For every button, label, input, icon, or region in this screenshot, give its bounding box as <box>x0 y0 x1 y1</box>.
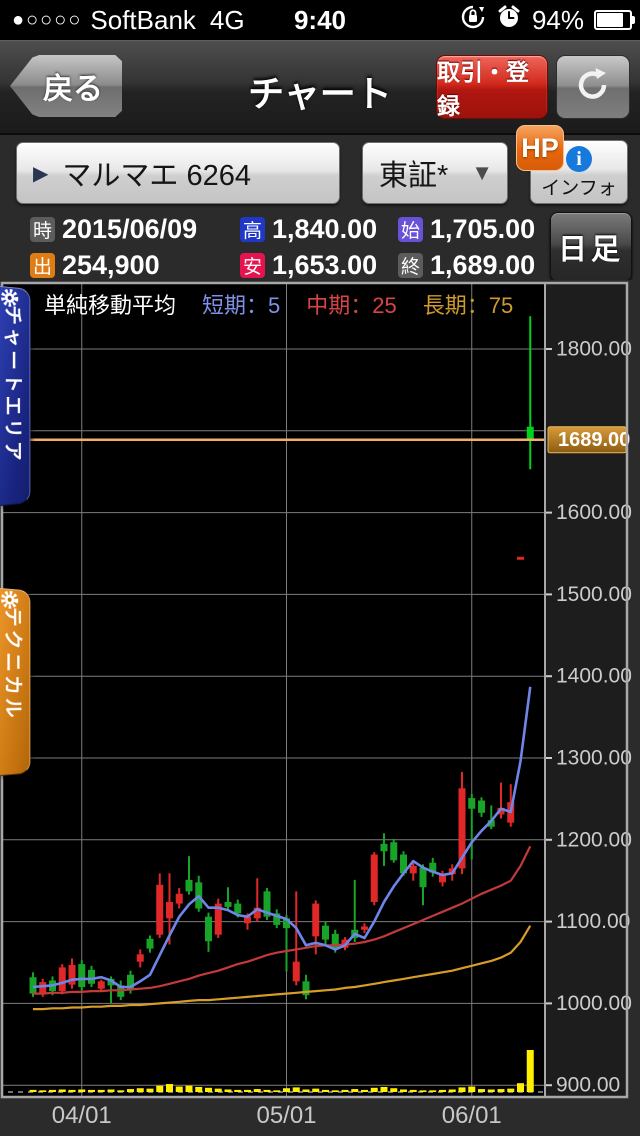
info-icon: i <box>566 146 592 172</box>
tab-technical[interactable]: テクニカル <box>0 588 31 776</box>
tab-chart-area-label: チャートエリア <box>1 304 23 465</box>
svg-text:1500.00: 1500.00 <box>556 583 632 606</box>
chart-region: 1689.00 1800.00 1600.00 1500.00 1400.00 1300.… <box>0 280 640 1136</box>
high-value: 1,840.00 <box>272 213 378 244</box>
svg-text:1300.00: 1300.00 <box>556 747 632 770</box>
signal-strength-icon: ●○○○○ <box>12 8 83 31</box>
hp-badge[interactable]: HP <box>516 125 564 171</box>
tab-technical-label: テクニカル <box>1 606 23 721</box>
back-button[interactable]: 戻る <box>10 55 122 117</box>
period-daily-button[interactable]: 日足 <box>550 212 632 282</box>
play-triangle-icon: ▶ <box>33 162 49 185</box>
refresh-button[interactable] <box>556 55 630 119</box>
navigation-bar: 戻る チャート 取引・登録 <box>0 40 640 135</box>
close-value: 1,689.00 <box>430 249 536 280</box>
refresh-icon <box>573 65 613 110</box>
open-badge: 始 <box>398 216 423 242</box>
svg-text:1600.00: 1600.00 <box>556 501 632 524</box>
trade-register-button[interactable]: 取引・登録 <box>436 55 548 119</box>
high-badge: 高 <box>240 216 265 242</box>
svg-text:04/01: 04/01 <box>52 1102 112 1129</box>
battery-percent-label: 94% <box>531 4 584 35</box>
moving-average-legend: 単純移動平均 短期：5 中期：25 長期：75 <box>44 288 513 320</box>
alarm-clock-icon <box>496 4 522 37</box>
close-badge: 終 <box>398 252 423 278</box>
svg-text:1200.00: 1200.00 <box>556 828 632 851</box>
tab-chart-area[interactable]: チャートエリア <box>0 286 31 506</box>
stock-selector-button[interactable]: ▶ マルマエ 6264 <box>16 142 340 204</box>
market-label: 東証* <box>379 160 449 192</box>
legend-long-term: 長期：75 <box>422 293 514 318</box>
time-badge: 時 <box>30 216 55 242</box>
battery-icon <box>594 10 635 30</box>
svg-text:1100.00: 1100.00 <box>556 910 630 933</box>
low-value: 1,653.00 <box>272 249 378 280</box>
svg-text:05/01: 05/01 <box>256 1102 316 1129</box>
info-button[interactable]: i インフォ <box>530 140 628 204</box>
carrier-label: SoftBank <box>90 4 196 35</box>
quote-panel: 時 2015/06/09 高 1,840.00 始 1,705.00 出 254… <box>0 210 640 284</box>
svg-text:1000.00: 1000.00 <box>556 992 632 1015</box>
low-badge: 安 <box>240 252 265 278</box>
rotation-lock-icon <box>460 4 486 37</box>
quote-row-1: 時 2015/06/09 高 1,840.00 始 1,705.00 <box>0 214 545 244</box>
svg-text:1800.00: 1800.00 <box>556 338 632 361</box>
legend-title: 単純移動平均 <box>44 293 177 318</box>
legend-mid-term: 中期：25 <box>306 293 397 318</box>
chevron-down-icon: ▼ <box>471 160 493 185</box>
quote-row-2: 出 254,900 安 1,653.00 終 1,689.00 <box>0 250 545 280</box>
info-button-label: インフォ <box>541 178 617 199</box>
svg-text:06/01: 06/01 <box>442 1102 502 1129</box>
status-clock: 9:40 <box>293 4 347 35</box>
volume-badge: 出 <box>30 252 55 278</box>
svg-text:1400.00: 1400.00 <box>556 665 632 688</box>
legend-short-term: 短期：5 <box>202 293 281 318</box>
candlestick-chart[interactable]: 1689.00 1800.00 1600.00 1500.00 1400.00 1300.… <box>0 280 640 1136</box>
network-type-label: 4G <box>209 4 245 35</box>
svg-text:900.00: 900.00 <box>556 1074 620 1097</box>
quote-date-value: 2015/06/09 <box>62 213 198 244</box>
open-value: 1,705.00 <box>430 213 536 244</box>
stock-name-label: マルマエ 6264 <box>62 160 251 192</box>
volume-value: 254,900 <box>62 249 160 280</box>
status-bar: ●○○○○ SoftBank 4G 9:40 94% <box>0 0 640 40</box>
svg-text:1689.00: 1689.00 <box>558 429 630 451</box>
market-dropdown[interactable]: 東証* ▼ <box>362 142 508 204</box>
